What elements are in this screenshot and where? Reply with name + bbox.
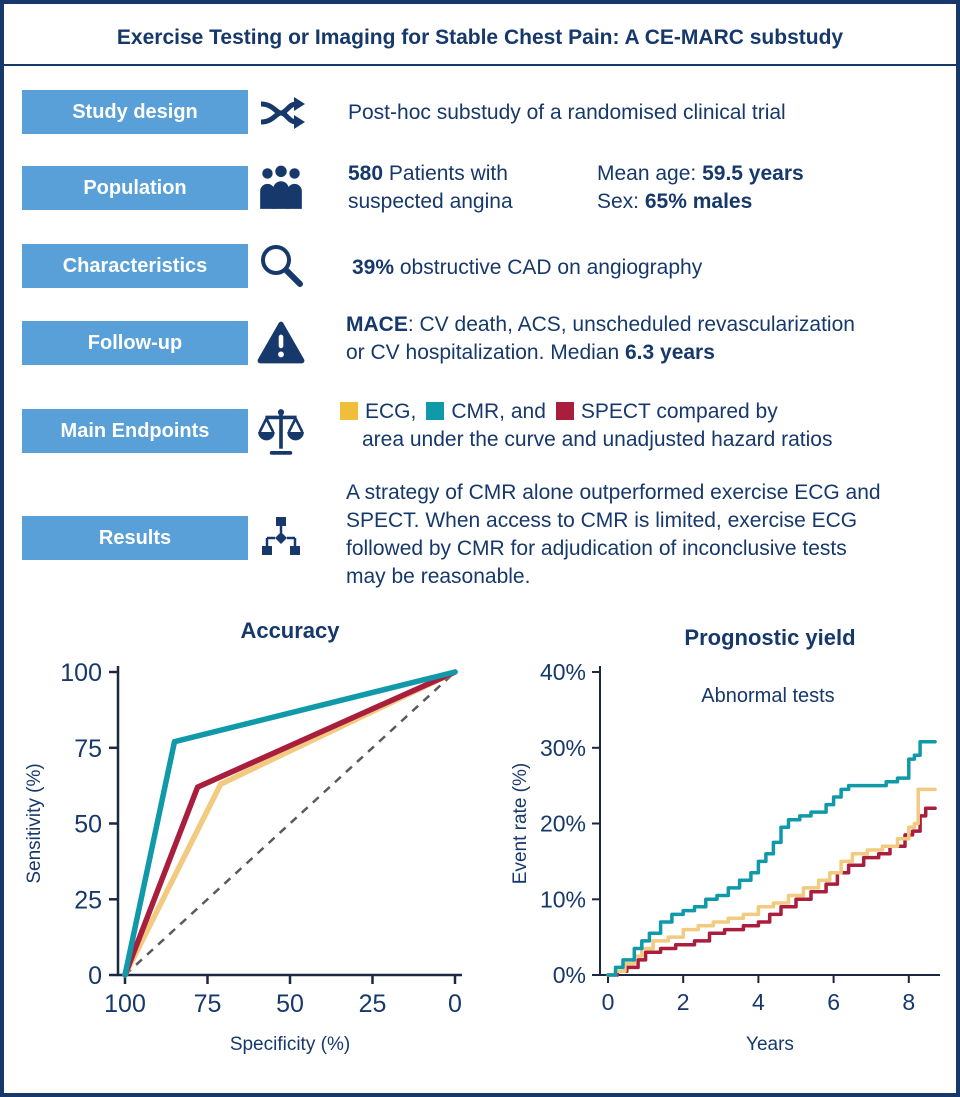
spect-legend-label: SPECT compared by bbox=[580, 400, 778, 423]
prognostic-title: Prognostic yield bbox=[684, 625, 855, 650]
roc-xlabel: Specificity (%) bbox=[230, 1034, 350, 1055]
cad-text: obstructive CAD on angiography bbox=[399, 256, 703, 279]
population-line1: 580 Patients with bbox=[348, 160, 513, 188]
roc-ytick: 75 bbox=[74, 735, 102, 763]
follow-up-line1: MACE: CV death, ACS, unscheduled revascu… bbox=[346, 311, 855, 339]
follow-up-text: MACE: CV death, ACS, unscheduled revascu… bbox=[346, 311, 855, 367]
endpoints-text: ECG, CMR, and SPECT compared by area under… bbox=[340, 398, 832, 454]
follow-up-line2: or CV hospitalization. Median 6.3 years bbox=[346, 339, 855, 367]
roc-series-SPECT bbox=[122, 669, 458, 978]
cad-percentage: 39% bbox=[352, 256, 395, 279]
warning-icon-svg bbox=[257, 321, 305, 364]
endpoints-legend-line: ECG, CMR, and SPECT compared by bbox=[340, 398, 832, 426]
cmr-legend-swatch bbox=[426, 402, 445, 420]
roc-xtick: 25 bbox=[359, 990, 387, 1018]
label-study-design: Study design bbox=[22, 90, 248, 134]
km-xlabel: Years bbox=[746, 1034, 794, 1055]
prognostic-chart: Prognostic yield Abnormal tests 0% 10% 20% 30… bbox=[510, 625, 940, 1055]
km-xtick: 2 bbox=[677, 989, 690, 1015]
abnormal-tests-annotation: Abnormal tests bbox=[701, 685, 834, 707]
label-follow-up: Follow-up bbox=[22, 321, 248, 365]
age-label: Mean age: bbox=[597, 162, 697, 185]
km-xtick: 8 bbox=[902, 989, 915, 1015]
study-design-text: Post-hoc substudy of a randomised clinic… bbox=[348, 101, 786, 124]
population-text: 580 Patients with suspected angina bbox=[348, 160, 513, 216]
km-ytick: 10% bbox=[540, 886, 586, 912]
km-xtick: 6 bbox=[827, 989, 840, 1015]
flowchart-icon bbox=[254, 512, 308, 566]
roc-ytick: 100 bbox=[60, 659, 102, 687]
label-population: Population bbox=[22, 166, 248, 210]
ecg-legend-label: ECG, bbox=[365, 400, 417, 423]
shuffle-icon-svg bbox=[260, 97, 305, 129]
characteristics-text: 39% obstructive CAD on angiography bbox=[352, 254, 702, 282]
results-line4: may be reasonable. bbox=[346, 565, 531, 588]
roc-ylabel: Sensitivity (%) bbox=[24, 763, 45, 883]
roc-ytick: 25 bbox=[74, 886, 102, 914]
km-series-SPECT bbox=[606, 806, 937, 977]
km-ytick: 30% bbox=[540, 735, 586, 761]
population-line2: suspected angina bbox=[348, 190, 513, 213]
shuffle-icon bbox=[254, 86, 308, 140]
km-ylabel: Event rate (%) bbox=[510, 763, 531, 884]
warning-icon bbox=[254, 316, 308, 370]
flowchart-icon-svg bbox=[262, 517, 300, 555]
roc-xtick: 50 bbox=[276, 990, 304, 1018]
km-axes bbox=[599, 666, 940, 976]
label-main-endpoints: Main Endpoints bbox=[22, 409, 248, 453]
median-value: 6.3 years bbox=[624, 341, 715, 364]
magnifier-icon-svg bbox=[261, 245, 303, 287]
cmr-legend-label: CMR, and bbox=[451, 400, 546, 423]
spect-legend-swatch bbox=[555, 402, 574, 420]
accuracy-chart: Accuracy 0 25 50 75 100 100 75 50 25 0 Specificity … bbox=[24, 618, 462, 1055]
page-title: Exercise Testing or Imaging for Stable C… bbox=[116, 26, 844, 49]
km-xtick: 4 bbox=[752, 989, 765, 1015]
population-demographics: Mean age: 59.5 years Sex: 65% males bbox=[597, 160, 804, 216]
km-xtick: 0 bbox=[602, 989, 615, 1015]
km-ytick: 40% bbox=[540, 659, 586, 685]
charts-panel: Accuracy 0 25 50 75 100 100 75 50 25 0 Specificity … bbox=[24, 618, 940, 1055]
population-line1-rest: Patients with bbox=[388, 162, 508, 185]
people-icon bbox=[254, 160, 308, 214]
ecg-legend-swatch bbox=[340, 402, 358, 420]
people-icon-svg bbox=[260, 165, 302, 209]
roc-ytick: 0 bbox=[88, 962, 102, 990]
roc-xtick: 100 bbox=[104, 990, 146, 1018]
roc-series-CMR bbox=[122, 669, 458, 978]
title-divider bbox=[4, 64, 956, 66]
accuracy-title: Accuracy bbox=[240, 618, 340, 643]
km-ytick: 20% bbox=[540, 811, 586, 837]
km-series-CMR bbox=[606, 739, 937, 977]
km-ytick: 0% bbox=[553, 962, 586, 988]
mean-age-line: Mean age: 59.5 years bbox=[597, 160, 804, 188]
results-text: A strategy of CMR alone outperformed exe… bbox=[346, 479, 881, 591]
scale-icon bbox=[254, 404, 308, 458]
results-line2: SPECT. When access to CMR is limited, ex… bbox=[346, 509, 858, 532]
results-line3: followed by CMR for adjudication of inco… bbox=[346, 537, 847, 560]
endpoints-line2: area under the curve and unadjusted haza… bbox=[362, 428, 833, 451]
mace-label: MACE bbox=[346, 313, 408, 336]
population-count: 580 bbox=[348, 162, 384, 185]
label-results: Results bbox=[22, 516, 248, 560]
roc-xtick: 0 bbox=[448, 990, 462, 1018]
sex-line: Sex: 65% males bbox=[597, 188, 804, 216]
sex-value: 65% males bbox=[644, 190, 753, 213]
age-value: 59.5 years bbox=[702, 162, 804, 185]
median-pre: or CV hospitalization. Median bbox=[346, 341, 625, 364]
scale-icon-svg bbox=[258, 409, 304, 455]
label-characteristics: Characteristics bbox=[22, 244, 248, 288]
magnifier-icon bbox=[254, 238, 308, 292]
roc-xtick: 75 bbox=[194, 990, 222, 1018]
roc-ytick: 50 bbox=[74, 811, 102, 839]
km-series-ECG bbox=[606, 787, 937, 977]
sex-label: Sex: bbox=[597, 190, 640, 213]
mace-definition: : CV death, ACS, unscheduled revasculari… bbox=[407, 313, 855, 336]
roc-reference-line bbox=[124, 671, 456, 976]
results-line1: A strategy of CMR alone outperformed exe… bbox=[346, 481, 881, 504]
